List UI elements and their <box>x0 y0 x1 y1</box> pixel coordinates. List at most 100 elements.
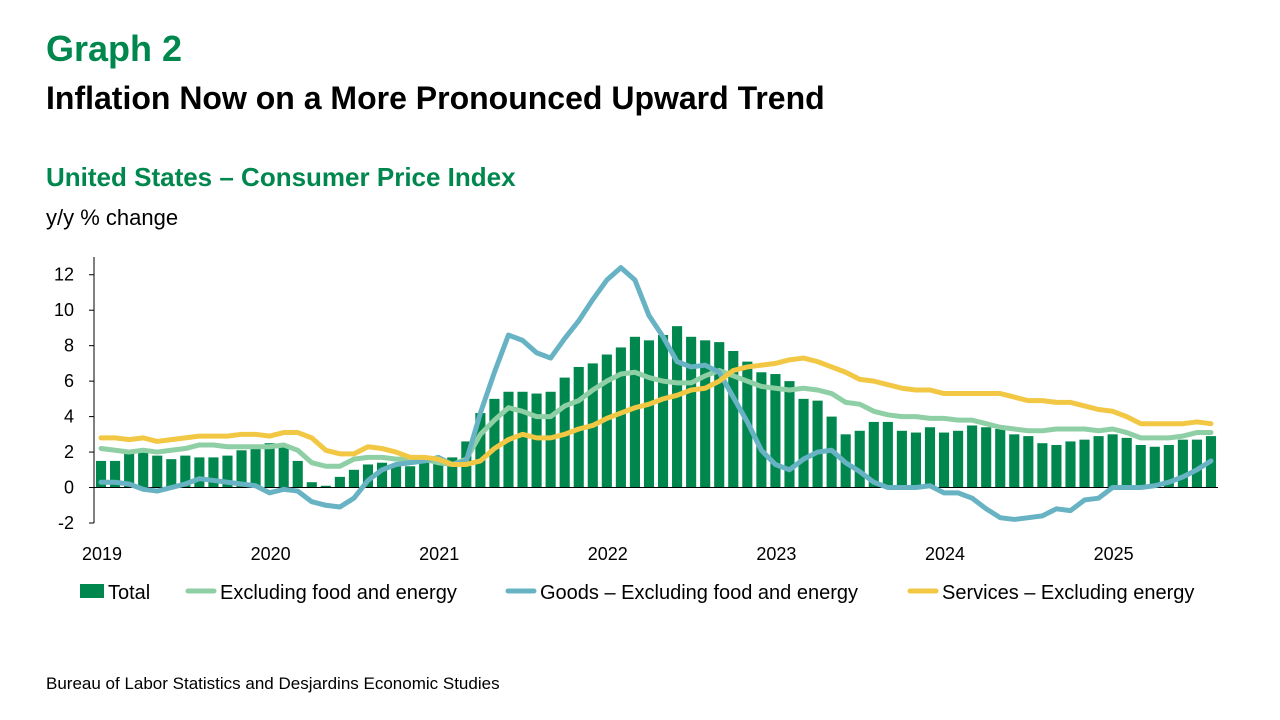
bar-total <box>967 425 978 488</box>
line-core <box>98 367 1214 469</box>
chart-subtitle: United States – Consumer Price Index <box>46 162 516 192</box>
bar-total <box>657 335 669 488</box>
bar-total <box>433 462 444 488</box>
legend-swatch-total <box>80 584 104 598</box>
bar-total <box>236 450 247 488</box>
bar-total <box>292 460 303 488</box>
bar-total <box>981 427 992 488</box>
bar-total <box>629 336 640 488</box>
bar-total <box>419 462 430 488</box>
bar-total <box>953 430 964 488</box>
bar-total <box>348 469 359 488</box>
bar-series-total <box>95 326 1217 488</box>
bar-total <box>250 446 261 488</box>
bar-total <box>798 398 809 488</box>
bar-total <box>208 457 219 488</box>
bar-total <box>770 374 781 488</box>
chart-title: Inflation Now on a More Pronounced Upwar… <box>46 80 825 116</box>
bar-total <box>756 372 767 488</box>
bar-total <box>714 342 725 488</box>
bar-total <box>362 464 374 488</box>
bar-total <box>672 326 683 488</box>
legend-label: Excluding food and energy <box>220 582 457 604</box>
source-note: Bureau of Labor Statistics and Desjardin… <box>46 674 500 693</box>
bar-total <box>1009 434 1020 488</box>
line-series-group <box>98 265 1214 522</box>
chart-axes: -2 0 2 4 6 8 10 12 2019 2020 2021 2022 2023 2024 2025 <box>54 257 1134 564</box>
y-tick-label: -2 <box>58 513 74 533</box>
bar-total <box>1135 444 1146 488</box>
bar-total <box>924 427 936 488</box>
line-goods <box>98 265 1214 522</box>
x-tick-label: 2021 <box>419 544 459 564</box>
bar-total <box>938 432 950 488</box>
bar-total <box>320 485 331 488</box>
bar-total <box>334 476 345 488</box>
x-tick-label: 2020 <box>251 544 291 564</box>
bar-total <box>95 460 107 488</box>
bar-total <box>391 466 402 488</box>
bar-total <box>1037 443 1048 488</box>
bar-total <box>405 466 416 488</box>
y-tick-label: 12 <box>54 265 74 285</box>
bar-total <box>124 453 135 488</box>
bar-total <box>812 400 823 488</box>
bar-total <box>643 340 655 488</box>
bar-total <box>138 452 149 488</box>
bar-total <box>1121 437 1132 488</box>
bar-total <box>306 482 317 488</box>
bar-total <box>854 430 865 488</box>
legend-label: Services – Excluding energy <box>942 582 1194 604</box>
bar-total <box>1065 441 1076 488</box>
bar-total <box>447 457 458 488</box>
bar-total <box>882 421 893 488</box>
bar-total <box>110 460 121 488</box>
y-tick-label: 2 <box>64 442 74 462</box>
bar-total <box>166 459 177 488</box>
x-tick-label: 2023 <box>756 544 796 564</box>
bar-total <box>995 429 1006 488</box>
x-tick-label: 2025 <box>1094 544 1134 564</box>
y-tick-label: 8 <box>64 336 74 356</box>
bar-total <box>1051 444 1062 488</box>
bar-total <box>1093 436 1104 488</box>
y-tick-label: 10 <box>54 300 74 320</box>
legend-label: Total <box>108 582 150 604</box>
bar-total <box>376 462 388 488</box>
bar-total <box>1023 436 1034 488</box>
bar-total <box>728 350 739 488</box>
bar-total <box>1177 439 1188 488</box>
bar-total <box>1191 439 1202 488</box>
bar-total <box>194 457 205 488</box>
bar-total <box>896 430 907 488</box>
bar-total <box>784 381 795 488</box>
bar-total <box>531 393 542 488</box>
bar-total <box>1107 434 1118 488</box>
bar-total <box>278 446 289 488</box>
bar-total <box>910 432 921 488</box>
bar-total <box>686 336 697 488</box>
bar-total <box>1149 446 1160 488</box>
bar-total <box>489 398 500 488</box>
y-tick-label: 0 <box>64 478 74 498</box>
y-tick-label: 6 <box>64 371 74 391</box>
bar-total <box>475 413 486 488</box>
bar-total <box>1163 444 1174 488</box>
bar-total <box>700 340 711 488</box>
chart-legend: Total Excluding food and energy Goods – Ex… <box>80 582 1194 604</box>
y-tick-label: 4 <box>64 407 74 427</box>
bar-total <box>517 391 528 488</box>
bar-total <box>868 421 879 488</box>
x-tick-label: 2024 <box>925 544 965 564</box>
bar-total <box>615 347 626 488</box>
bar-total <box>152 455 163 488</box>
line-services <box>98 355 1214 467</box>
y-axis-unit-label: y/y % change <box>46 205 179 230</box>
x-tick-label: 2022 <box>588 544 628 564</box>
bar-total <box>264 443 275 488</box>
x-tick-label: 2019 <box>82 544 122 564</box>
bar-total <box>1079 439 1090 488</box>
bar-total <box>180 455 191 488</box>
legend-label: Goods – Excluding food and energy <box>540 582 858 604</box>
graph-number: Graph 2 <box>46 28 183 69</box>
